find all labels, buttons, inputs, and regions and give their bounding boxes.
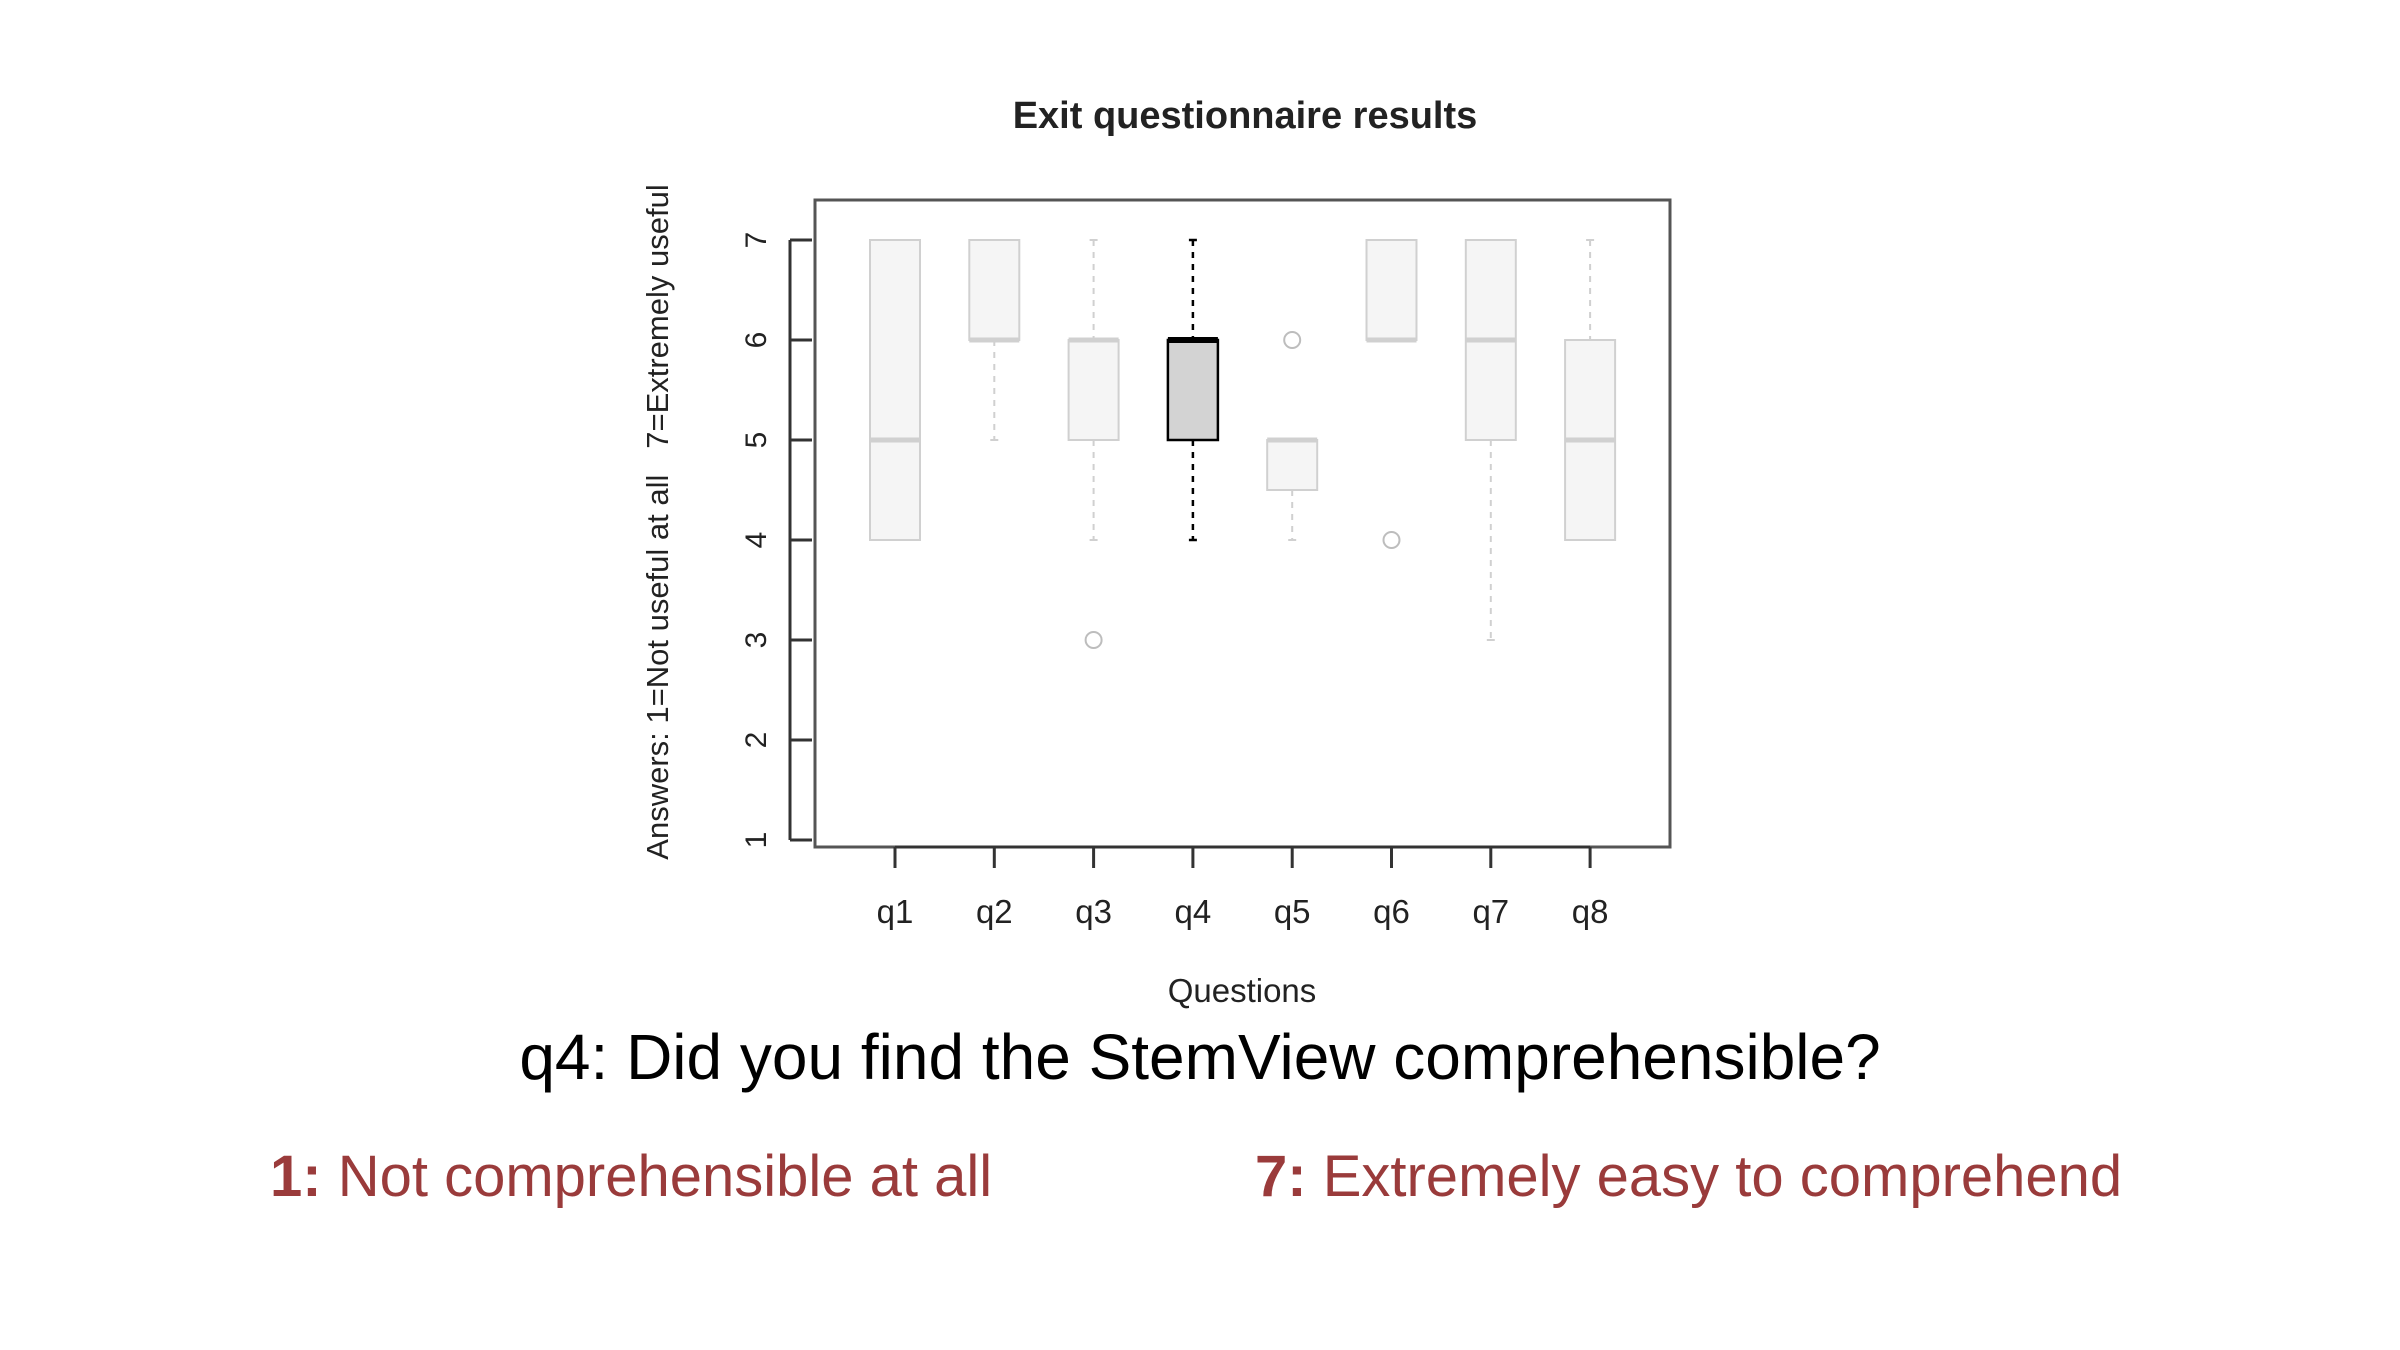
box-q8 <box>1564 239 1617 541</box>
box-iqr <box>1166 338 1220 442</box>
scale-low-note: 1: Not comprehensible at all <box>270 1148 992 1206</box>
box-q3 <box>1067 239 1120 649</box>
x-axis: q1 q2 q3 q4 q5 q6 q7 q8 <box>877 845 1609 930</box>
box-iqr <box>1266 439 1319 491</box>
box-q6 <box>1365 239 1418 549</box>
x-axis-label: Questions <box>1168 972 1317 1009</box>
scale-high-text: Extremely easy to comprehend <box>1306 1144 2123 1209</box>
y-tick-label: 6 <box>740 332 773 349</box>
y-tick-label: 5 <box>740 432 773 449</box>
box-iqr <box>1365 239 1418 341</box>
x-tick-label: q6 <box>1373 893 1410 930</box>
y-axis: 1 2 3 4 5 6 7 <box>740 232 812 849</box>
x-tick-label: q4 <box>1175 893 1212 930</box>
plot-frame <box>813 198 1672 849</box>
box-iqr <box>869 239 921 541</box>
x-tick-label: q2 <box>976 893 1013 930</box>
outlier-point <box>1283 331 1302 349</box>
x-tick-label: q1 <box>877 893 914 930</box>
box-q4 <box>1166 238 1220 542</box>
x-tick-label: q5 <box>1274 893 1311 930</box>
y-axis-label: Answers: 1=Not useful at all 7=Extremely… <box>640 184 675 859</box>
y-tick-label: 7 <box>740 232 773 249</box>
scale-low-text: Not comprehensible at all <box>321 1144 993 1209</box>
box-q7 <box>1464 239 1517 641</box>
box-series <box>869 238 1617 649</box>
question-text: q4: Did you find the StemView comprehens… <box>519 1021 1881 1093</box>
scale-high-note: 7: Extremely easy to comprehend <box>1255 1148 2122 1206</box>
x-tick-label: q8 <box>1572 893 1609 930</box>
outlier-point <box>1382 531 1401 549</box>
box-iqr <box>968 239 1021 341</box>
box-q2 <box>968 239 1021 441</box>
box-q1 <box>869 239 921 541</box>
box-iqr <box>1067 339 1120 441</box>
scale-low-key: 1: <box>270 1144 322 1209</box>
y-tick-label: 1 <box>740 832 773 849</box>
scale-high-key: 7: <box>1255 1144 1307 1209</box>
box-q5 <box>1266 331 1319 541</box>
chart-title: Exit questionnaire results <box>1013 95 1478 137</box>
x-tick-label: q7 <box>1472 893 1509 930</box>
y-tick-label: 2 <box>740 732 773 749</box>
x-tick-label: q3 <box>1075 893 1112 930</box>
outlier-point <box>1084 631 1103 649</box>
y-tick-label: 3 <box>740 632 773 649</box>
y-tick-label: 4 <box>740 532 773 549</box>
